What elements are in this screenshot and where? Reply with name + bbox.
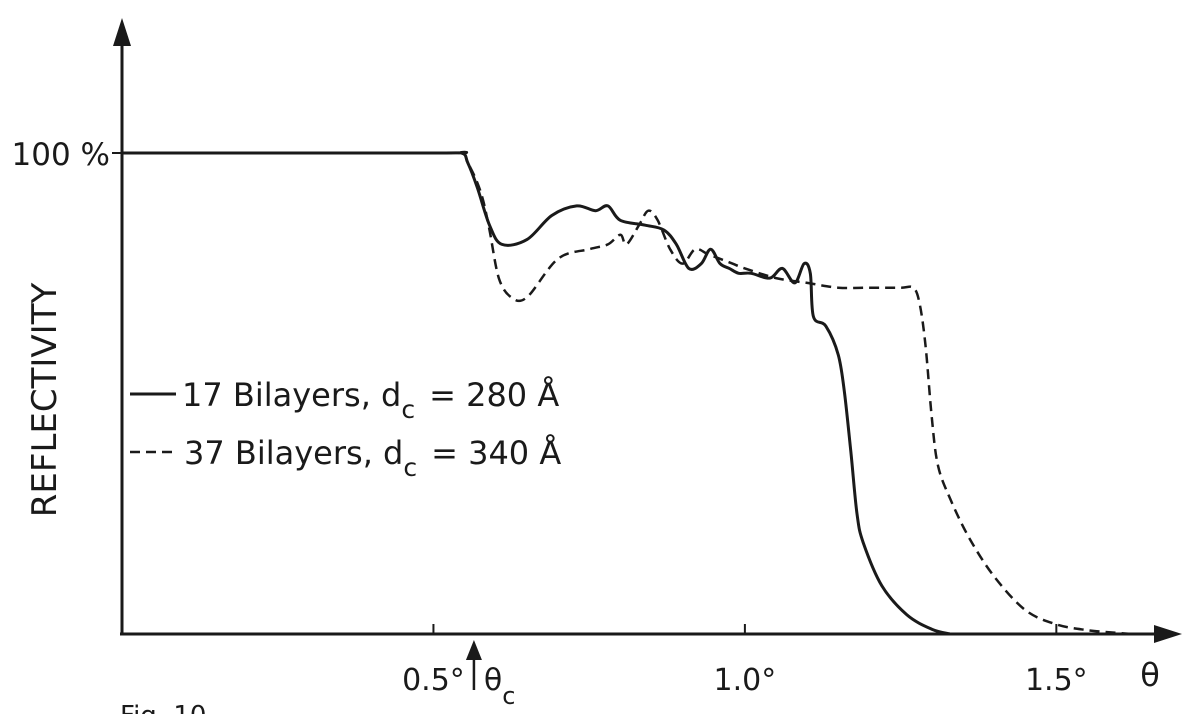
theta-c-arrow-head [465,640,482,660]
legend-label-dashed-tail: = 340 Å [431,434,561,472]
legend-label-solid-tail: = 280 Å [429,376,559,414]
theta-c-label: θc [484,663,516,710]
y-tick-label-100: 100 % [12,137,110,173]
x-axis-arrow [1154,625,1182,643]
x-axis-title: θ [1140,656,1160,694]
legend-label-solid-main: 17 Bilayers, d [182,376,401,414]
legend-label-solid-sub: c [401,395,415,424]
x-tick-label-0: 0.5° [402,663,465,698]
series-line-solid [122,150,951,636]
series-layer [122,150,1132,636]
legend-label-solid: 17 Bilayers, dc = 280 Å [182,376,559,424]
x-tick-label-2: 1.5° [1025,663,1088,698]
y-axis-arrow [113,18,131,46]
x-ticks: 0.5° 1.0° 1.5° [402,624,1088,698]
series-line-dashed [122,151,1132,636]
figure-caption: Fig. 10 [120,701,206,714]
legend: 17 Bilayers, dc = 280 Å 37 Bilayers, dc = … [130,376,561,482]
legend-label-dashed-sub: c [403,453,417,482]
legend-label-dashed-main: 37 Bilayers, d [184,434,403,472]
y-axis-title: REFLECTIVITY [25,283,65,518]
theta-c-annotation: θc [465,640,516,710]
x-tick-label-1: 1.0° [714,663,777,698]
theta-c-symbol: θ [484,663,502,698]
legend-label-dashed: 37 Bilayers, dc = 340 Å [184,434,561,482]
theta-c-subscript: c [502,682,515,710]
